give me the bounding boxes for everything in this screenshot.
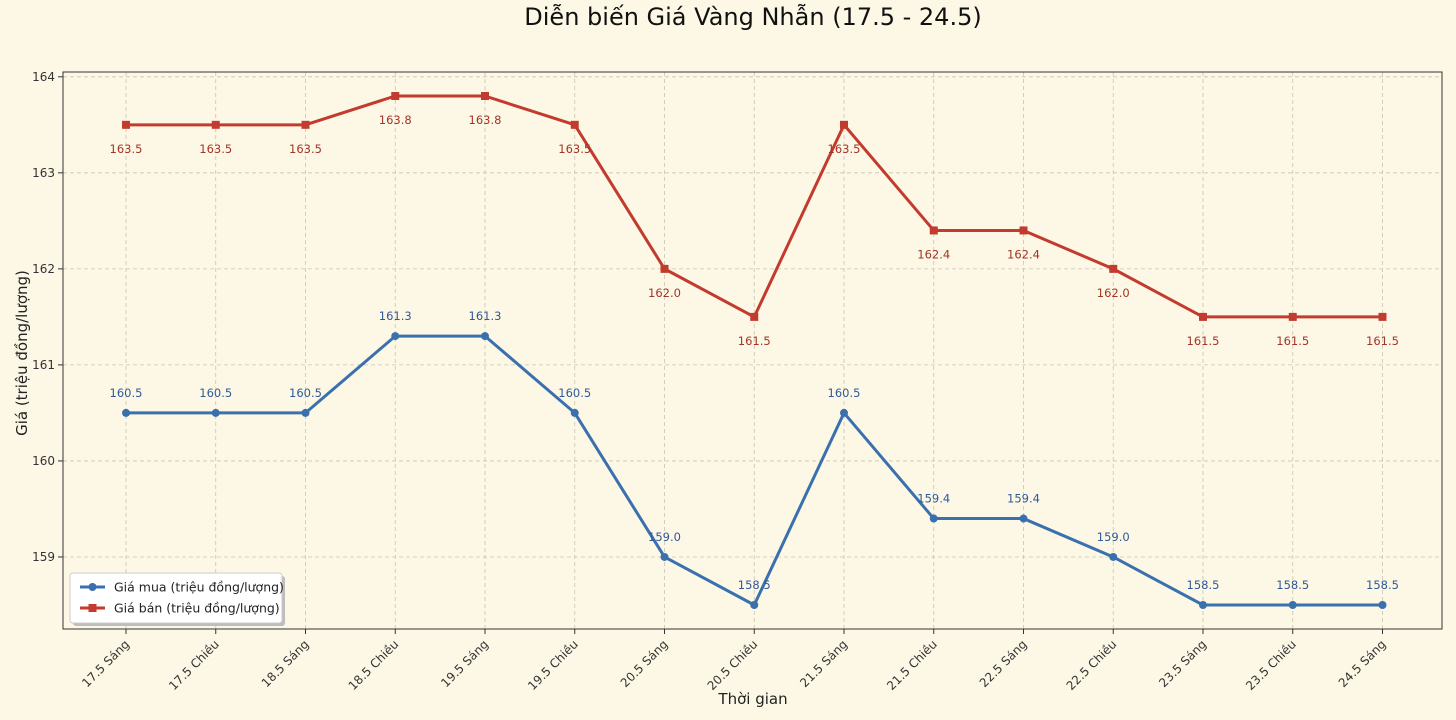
- data-point: [840, 120, 848, 129]
- plot-frame: [62, 71, 1443, 630]
- data-point: [750, 312, 759, 321]
- y-tick-label: 159: [32, 550, 55, 564]
- data-point: [840, 408, 848, 417]
- data-point: [481, 92, 489, 101]
- data-point: [929, 514, 938, 523]
- legend: [69, 572, 283, 624]
- data-label: 162.0: [648, 286, 681, 300]
- legend-marker: [88, 604, 97, 612]
- data-label: 161.3: [469, 309, 502, 323]
- legend-marker: [88, 583, 97, 591]
- data-point: [750, 600, 759, 609]
- data-point: [391, 92, 400, 101]
- data-label: 158.5: [738, 578, 771, 592]
- data-label: 161.5: [1366, 334, 1399, 348]
- data-point: [570, 120, 579, 129]
- data-point: [481, 332, 489, 341]
- data-point: [211, 408, 220, 417]
- data-label: 160.5: [289, 386, 322, 400]
- data-label: 163.8: [379, 113, 412, 127]
- data-point: [301, 408, 310, 417]
- data-point: [391, 332, 400, 341]
- data-label: 161.5: [1276, 334, 1309, 348]
- data-point: [660, 552, 669, 561]
- data-label: 162.4: [917, 247, 950, 261]
- data-label: 161.5: [1187, 334, 1220, 348]
- data-label: 158.5: [1366, 578, 1399, 592]
- x-axis-title: Thời gian: [717, 690, 787, 708]
- data-label: 163.5: [110, 142, 143, 156]
- data-label: 158.5: [1276, 578, 1309, 592]
- data-label: 159.4: [1007, 492, 1040, 506]
- y-tick-label: 163: [32, 166, 55, 180]
- data-point: [1288, 312, 1297, 321]
- data-point: [929, 226, 938, 235]
- data-point: [122, 408, 130, 417]
- data-point: [1019, 514, 1028, 523]
- data-point: [1199, 312, 1207, 321]
- data-label: 163.8: [469, 113, 502, 127]
- grid: [63, 72, 1442, 629]
- data-label: 163.5: [828, 142, 861, 156]
- y-tick-label: 164: [32, 70, 55, 84]
- legend-label: Giá mua (triệu đồng/lượng): [114, 580, 284, 595]
- data-point: [570, 408, 579, 417]
- data-label: 160.5: [558, 386, 591, 400]
- y-tick-label: 161: [32, 358, 55, 372]
- legend-label: Giá bán (triệu đồng/lượng): [114, 601, 280, 616]
- data-point: [1019, 226, 1028, 235]
- y-tick-label: 162: [32, 262, 55, 276]
- y-tick-label: 160: [32, 454, 55, 468]
- plot-area: [63, 72, 1442, 629]
- chart-title: Diễn biến Giá Vàng Nhẫn (17.5 - 24.5): [524, 2, 981, 31]
- data-point: [1109, 264, 1118, 273]
- data-point: [1199, 600, 1207, 609]
- data-label: 163.5: [289, 142, 322, 156]
- data-label: 159.0: [648, 530, 681, 544]
- data-label: 160.5: [199, 386, 232, 400]
- data-point: [1109, 552, 1118, 561]
- y-axis-title: Giá (triệu đồng/lượng): [13, 270, 31, 436]
- data-label: 161.5: [738, 334, 771, 348]
- data-label: 160.5: [110, 386, 143, 400]
- data-point: [1288, 600, 1297, 609]
- data-point: [211, 120, 220, 129]
- data-point: [122, 120, 130, 129]
- data-label: 160.5: [828, 386, 861, 400]
- data-label: 158.5: [1187, 578, 1220, 592]
- data-label: 163.5: [558, 142, 591, 156]
- data-label: 159.0: [1097, 530, 1130, 544]
- data-point: [660, 264, 669, 273]
- data-label: 161.3: [379, 309, 412, 323]
- data-point: [1378, 312, 1387, 321]
- data-label: 159.4: [917, 492, 950, 506]
- data-label: 162.4: [1007, 247, 1040, 261]
- data-point: [1378, 600, 1387, 609]
- data-label: 163.5: [199, 142, 232, 156]
- data-label: 162.0: [1097, 286, 1130, 300]
- data-point: [301, 120, 310, 129]
